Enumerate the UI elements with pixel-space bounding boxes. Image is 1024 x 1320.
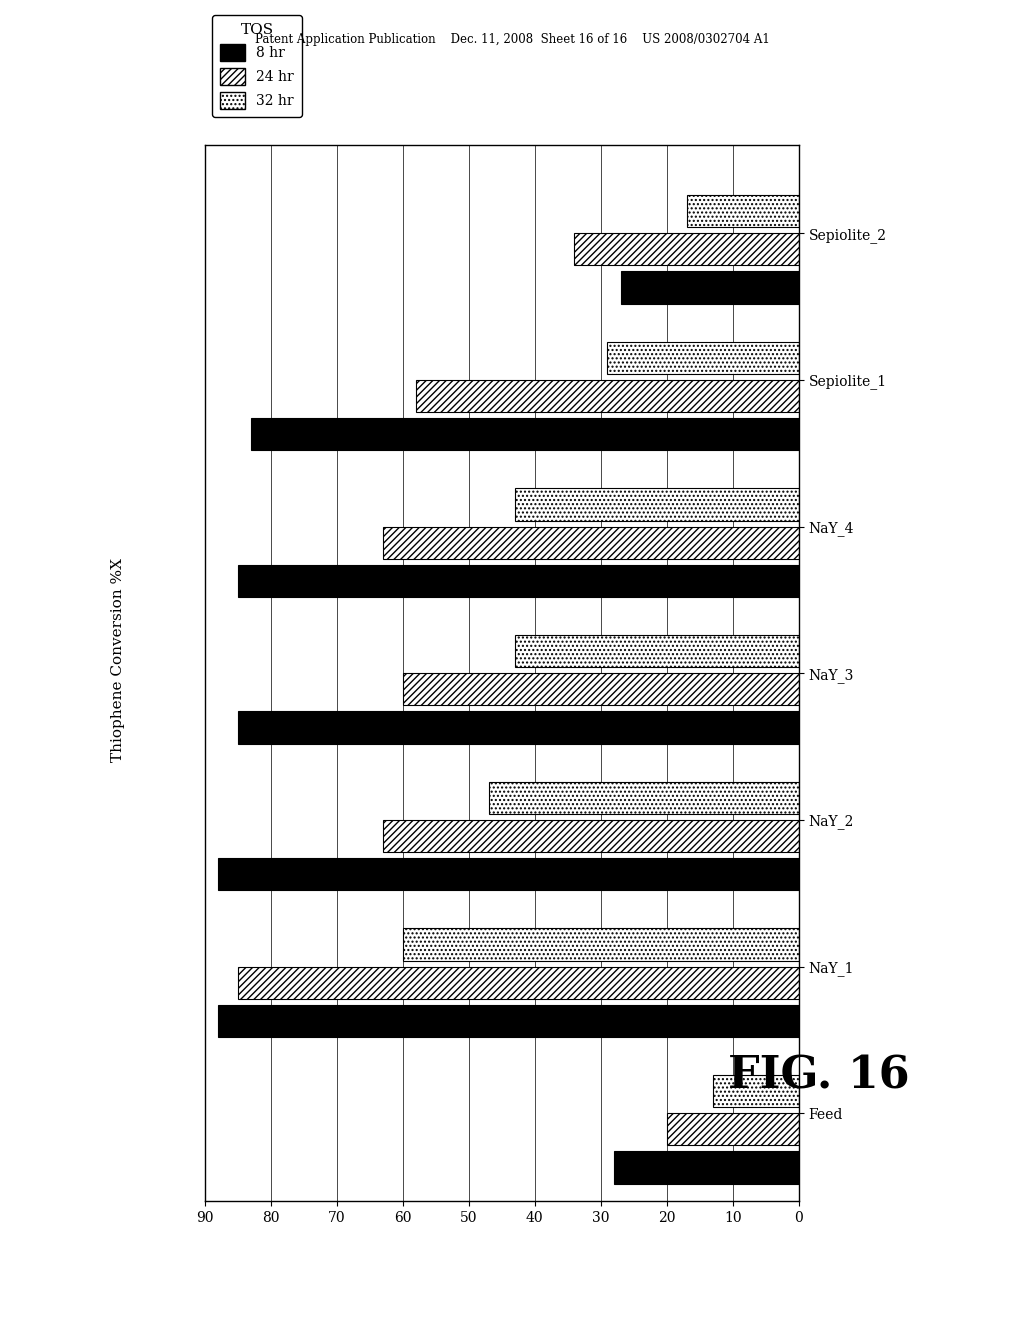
Bar <box>218 858 799 890</box>
Bar <box>621 272 799 304</box>
Bar <box>402 928 799 961</box>
Bar <box>574 234 799 265</box>
Bar <box>383 820 799 853</box>
Bar <box>238 565 799 597</box>
Text: FIG. 16: FIG. 16 <box>728 1055 910 1097</box>
Bar <box>515 488 799 520</box>
Bar <box>686 195 799 227</box>
Bar <box>238 966 799 999</box>
Text: Thiophene Conversion %X: Thiophene Conversion %X <box>111 558 125 762</box>
Legend: 8 hr, 24 hr, 32 hr: 8 hr, 24 hr, 32 hr <box>212 15 302 117</box>
Bar <box>713 1074 799 1107</box>
Bar <box>416 380 799 412</box>
Bar <box>614 1151 799 1184</box>
Bar <box>402 673 799 705</box>
Bar <box>667 1113 799 1146</box>
Bar <box>218 1005 799 1038</box>
Bar <box>607 342 799 374</box>
Bar <box>238 711 799 743</box>
Text: Patent Application Publication    Dec. 11, 2008  Sheet 16 of 16    US 2008/03027: Patent Application Publication Dec. 11, … <box>255 33 769 46</box>
Bar <box>488 781 799 814</box>
Bar <box>383 527 799 558</box>
Bar <box>515 635 799 668</box>
Bar <box>251 418 799 450</box>
